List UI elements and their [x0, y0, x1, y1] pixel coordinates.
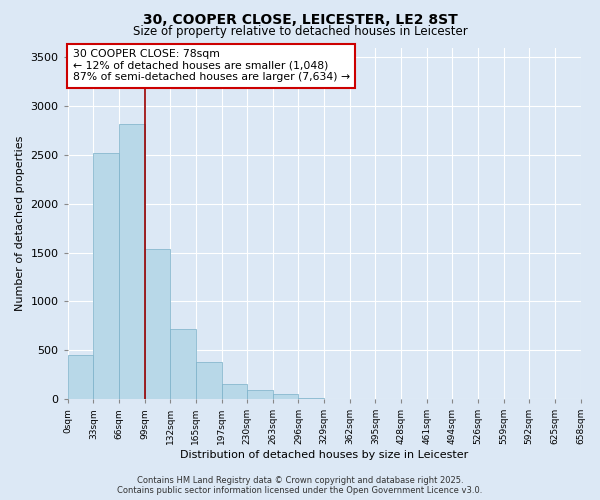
Bar [221, 384, 247, 399]
X-axis label: Distribution of detached houses by size in Leicester: Distribution of detached houses by size … [180, 450, 468, 460]
Text: 30 COOPER CLOSE: 78sqm
← 12% of detached houses are smaller (1,048)
87% of semi-: 30 COOPER CLOSE: 78sqm ← 12% of detached… [73, 50, 350, 82]
Bar [196, 362, 221, 399]
Bar [170, 328, 196, 399]
Bar [273, 394, 298, 399]
Bar [247, 390, 273, 399]
Bar [145, 248, 170, 399]
Text: 30, COOPER CLOSE, LEICESTER, LE2 8ST: 30, COOPER CLOSE, LEICESTER, LE2 8ST [143, 12, 457, 26]
Text: Size of property relative to detached houses in Leicester: Size of property relative to detached ho… [133, 25, 467, 38]
Bar [68, 355, 94, 399]
Bar [94, 153, 119, 399]
Text: Contains HM Land Registry data © Crown copyright and database right 2025.
Contai: Contains HM Land Registry data © Crown c… [118, 476, 482, 495]
Bar [119, 124, 145, 399]
Y-axis label: Number of detached properties: Number of detached properties [15, 136, 25, 311]
Bar [298, 398, 324, 399]
